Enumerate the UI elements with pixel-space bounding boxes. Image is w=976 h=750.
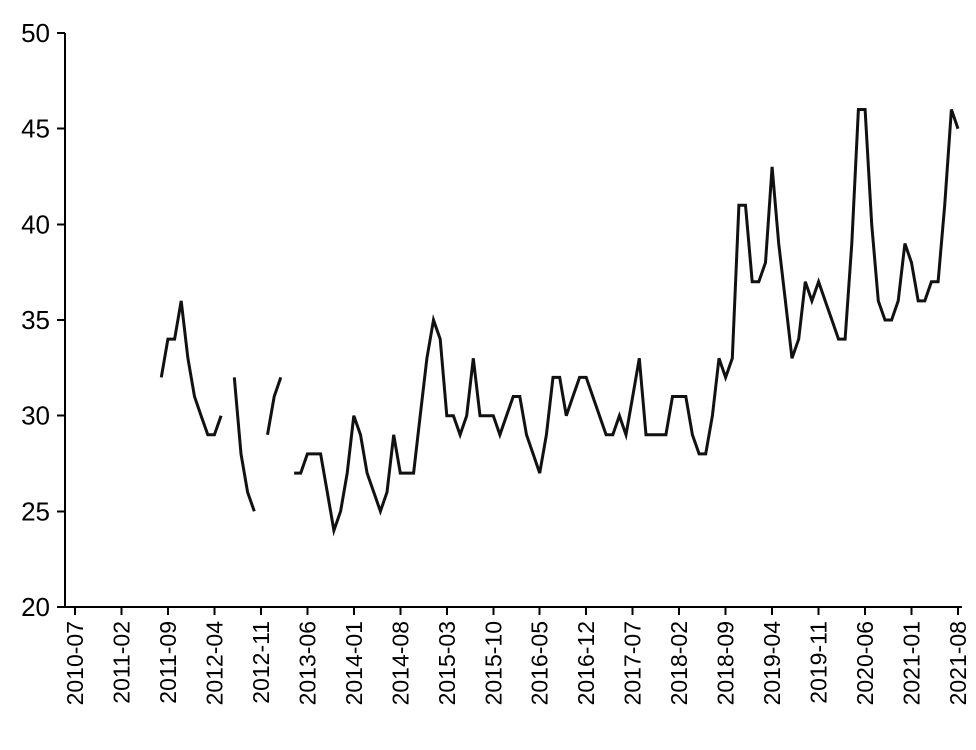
y-tick-label: 35 bbox=[21, 305, 50, 335]
x-tick-label: 2015-10 bbox=[480, 621, 506, 705]
y-tick-label: 20 bbox=[21, 592, 50, 622]
x-tick-label: 2014-08 bbox=[387, 621, 413, 705]
x-tick-label: 2020-06 bbox=[852, 621, 878, 705]
x-tick-label: 2018-02 bbox=[666, 621, 692, 705]
x-tick-label: 2013-06 bbox=[294, 621, 320, 705]
x-tick-label: 2019-04 bbox=[759, 621, 785, 706]
x-tick-label: 2017-07 bbox=[620, 621, 646, 705]
x-tick-label: 2011-09 bbox=[155, 621, 181, 704]
y-tick-label: 25 bbox=[21, 496, 50, 526]
x-tick-label: 2016-05 bbox=[527, 621, 553, 705]
x-tick-label: 2011-02 bbox=[109, 621, 135, 704]
x-tick-label: 2010-07 bbox=[62, 621, 88, 705]
x-tick-label: 2018-09 bbox=[713, 621, 739, 705]
y-tick-label: 40 bbox=[21, 209, 50, 239]
x-tick-label: 2012-04 bbox=[201, 621, 227, 706]
y-tick-label: 50 bbox=[21, 18, 50, 48]
x-tick-label: 2016-12 bbox=[573, 621, 599, 705]
x-tick-label: 2012-11 bbox=[248, 621, 274, 704]
x-tick-label: 2014-01 bbox=[341, 621, 367, 705]
x-tick-label: 2021-01 bbox=[899, 621, 925, 705]
x-tick-label: 2015-03 bbox=[434, 621, 460, 705]
x-tick-label: 2021-08 bbox=[945, 621, 971, 705]
y-tick-label: 30 bbox=[21, 401, 50, 431]
data-line bbox=[159, 108, 960, 537]
x-tick-label: 2019-11 bbox=[806, 621, 832, 704]
y-tick-label: 45 bbox=[21, 114, 50, 144]
